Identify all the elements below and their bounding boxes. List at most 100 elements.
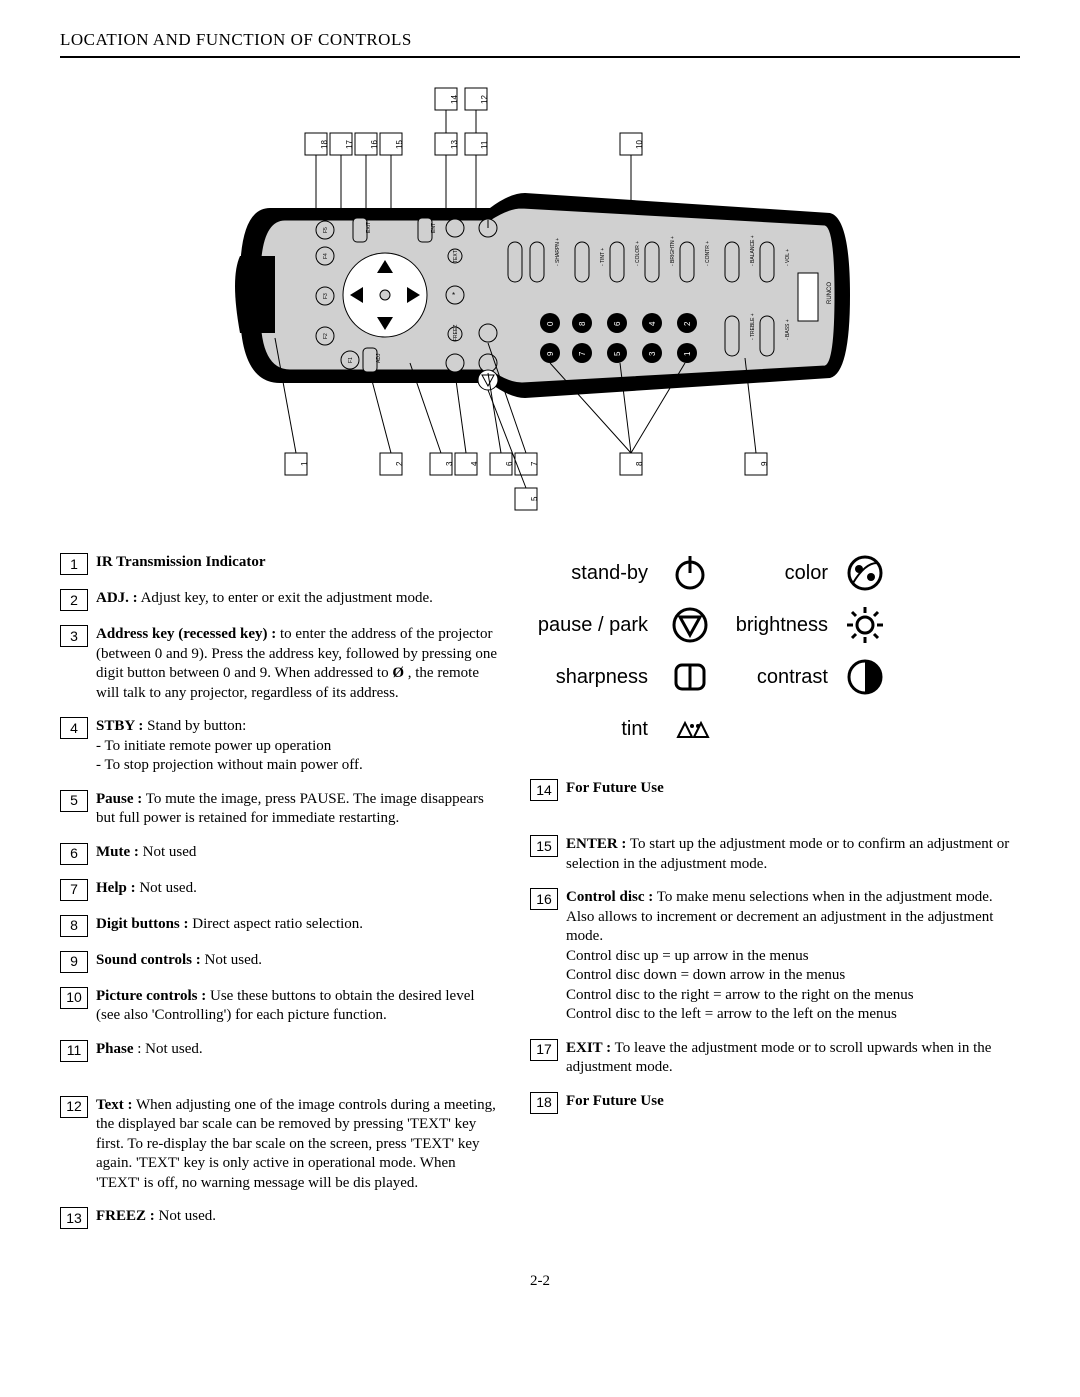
desc-item-18: 18For Future Use — [530, 1092, 1020, 1114]
svg-text:14: 14 — [450, 95, 459, 104]
item-text: Picture controls : Use these buttons to … — [96, 987, 500, 1026]
desc-item-11: 11Phase : Not used. — [60, 1040, 500, 1062]
svg-text:2: 2 — [395, 461, 404, 466]
svg-text:- CONTR +: - CONTR + — [705, 241, 711, 266]
svg-text:0: 0 — [546, 321, 555, 326]
svg-text:12: 12 — [480, 95, 489, 104]
icon-legend: stand-bycolor pause / parkbrightness sharp… — [530, 553, 1020, 749]
icon-row: stand-bycolor — [530, 553, 1020, 593]
item-number: 6 — [60, 843, 88, 865]
svg-text:F4: F4 — [323, 253, 329, 259]
page: LOCATION AND FUNCTION OF CONTROLS .cl { … — [0, 0, 1080, 1330]
callout-17: 17 — [330, 133, 354, 155]
desc-item-17: 17 EXIT : To leave the adjustment mode or… — [530, 1039, 1020, 1078]
callout-8: 8 — [620, 453, 644, 475]
svg-text:- SHARPN +: - SHARPN + — [555, 238, 561, 266]
page-header: LOCATION AND FUNCTION OF CONTROLS — [60, 30, 1020, 58]
svg-text:EXIT: EXIT — [366, 222, 372, 233]
pause-icon — [670, 605, 710, 645]
svg-text:3: 3 — [445, 461, 454, 466]
svg-text:ADJ: ADJ — [376, 353, 382, 363]
desc-item-6: 6Mute : Not used — [60, 843, 500, 865]
left-column: 1IR Transmission Indicator 2ADJ. : Adjust… — [60, 553, 500, 1243]
item-number: 1 — [60, 553, 88, 575]
desc-item-2: 2ADJ. : Adjust key, to enter or exit the… — [60, 589, 500, 611]
icon-label: pause / park — [530, 614, 660, 637]
desc-item-1: 1IR Transmission Indicator — [60, 553, 500, 575]
item-text: Help : Not used. — [96, 879, 500, 899]
svg-text:ENT: ENT — [431, 223, 437, 233]
icon-label: tint — [530, 718, 660, 741]
desc-item-3: 3Address key (recessed key) : to enter t… — [60, 625, 500, 703]
svg-text:- VOL +: - VOL + — [785, 249, 791, 266]
svg-text:F5: F5 — [323, 227, 329, 233]
callout-7: 7 — [515, 453, 539, 475]
item-number: 18 — [530, 1092, 558, 1114]
item-text: STBY : Stand by button:- To initiate rem… — [96, 717, 500, 776]
item-text: Control disc : To make menu selections w… — [566, 888, 1020, 1025]
callout-5: 5 — [515, 488, 539, 510]
svg-text:15: 15 — [395, 140, 404, 149]
item-number: 4 — [60, 717, 88, 739]
callout-12: 12 — [465, 88, 489, 110]
color-icon — [845, 553, 885, 593]
svg-text:1: 1 — [300, 461, 309, 466]
svg-text:7: 7 — [530, 461, 539, 466]
icon-label: stand-by — [530, 562, 660, 585]
desc-item-8: 8Digit buttons : Direct aspect ratio sel… — [60, 915, 500, 937]
svg-text:- BRIGHTN +: - BRIGHTN + — [670, 236, 676, 266]
callout-4: 4 — [455, 453, 479, 475]
svg-text:16: 16 — [370, 140, 379, 149]
item-text: For Future Use — [566, 779, 1020, 799]
callout-10: 10 — [620, 133, 644, 155]
item-text: Phase : Not used. — [96, 1040, 500, 1060]
svg-text:13: 13 — [450, 140, 459, 149]
desc-item-15: 15ENTER : To start up the adjustment mod… — [530, 835, 1020, 874]
svg-text:*: * — [452, 291, 455, 300]
callout-1: 1 — [285, 453, 309, 475]
svg-text:FREEZ: FREEZ — [453, 325, 459, 341]
svg-text:18: 18 — [320, 140, 329, 149]
standby-icon — [670, 553, 710, 593]
icon-label: sharpness — [530, 666, 660, 689]
svg-text:2: 2 — [683, 321, 692, 326]
svg-text:9: 9 — [546, 351, 555, 356]
callout-18: 18 — [305, 133, 329, 155]
contrast-icon — [845, 657, 885, 697]
item-text: Pause : To mute the image, press PAUSE. … — [96, 790, 500, 829]
svg-text:4: 4 — [648, 321, 657, 326]
description-columns: 1IR Transmission Indicator 2ADJ. : Adjust… — [60, 553, 1020, 1243]
svg-text:8: 8 — [635, 461, 644, 466]
item-number: 12 — [60, 1096, 88, 1118]
right-column: stand-bycolor pause / parkbrightness sharp… — [530, 553, 1020, 1243]
item-text: EXIT : To leave the adjustment mode or t… — [566, 1039, 1020, 1078]
item-text: Digit buttons : Direct aspect ratio sele… — [96, 915, 500, 935]
item-number: 5 — [60, 790, 88, 812]
desc-item-10: 10 Picture controls : Use these buttons t… — [60, 987, 500, 1026]
item-number: 15 — [530, 835, 558, 857]
desc-item-12: 12Text : When adjusting one of the image… — [60, 1096, 500, 1194]
icon-row: sharpnesscontrast — [530, 657, 1020, 697]
icon-row: pause / parkbrightness — [530, 605, 1020, 645]
item-number: 17 — [530, 1039, 558, 1061]
tint-icon — [670, 709, 710, 749]
item-number: 9 — [60, 951, 88, 973]
item-text: FREEZ : Not used. — [96, 1207, 500, 1227]
svg-text:- TREBLE +: - TREBLE + — [750, 313, 756, 340]
item-number: 13 — [60, 1207, 88, 1229]
callout-9: 9 — [745, 453, 769, 475]
item-text: Address key (recessed key) : to enter th… — [96, 625, 500, 703]
item-number: 7 — [60, 879, 88, 901]
svg-text:4: 4 — [470, 461, 479, 466]
svg-text:TEXT: TEXT — [453, 250, 459, 263]
svg-text:F3: F3 — [323, 293, 329, 299]
callout-14: 14 — [435, 88, 459, 110]
brightness-icon — [845, 605, 885, 645]
callout-6: 6 — [490, 453, 514, 475]
svg-text:6: 6 — [505, 461, 514, 466]
svg-text:- BALANCE +: - BALANCE + — [750, 235, 756, 266]
callout-13: 13 — [435, 133, 459, 155]
item-number: 10 — [60, 987, 88, 1009]
svg-text:3: 3 — [648, 351, 657, 356]
svg-text:RUNCO: RUNCO — [827, 282, 833, 304]
